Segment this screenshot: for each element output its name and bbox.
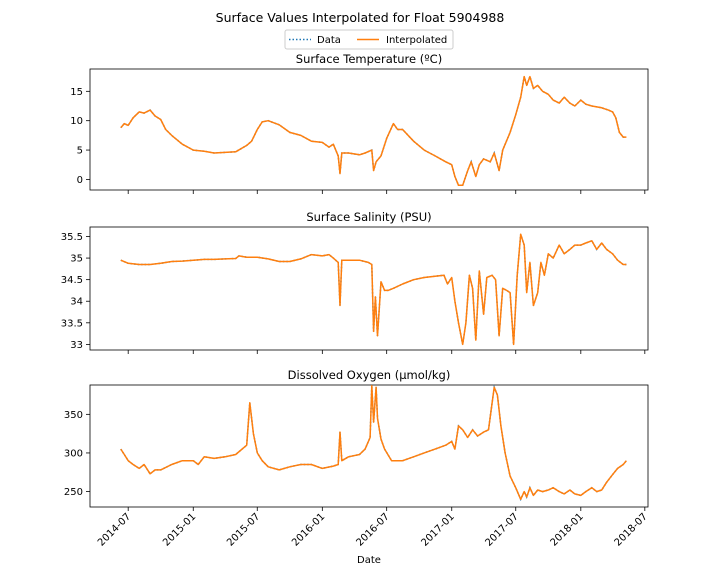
salinity-y-tick-label: 33 bbox=[70, 340, 83, 351]
legend: Data Interpolated bbox=[284, 29, 454, 50]
x-tick-label: 2016-01 bbox=[290, 511, 327, 548]
x-tick-label: 2018-07 bbox=[613, 511, 650, 548]
temperature-y-tick-label: 15 bbox=[70, 87, 83, 98]
oxygen-axes-frame bbox=[89, 384, 649, 508]
salinity-y-tick-label: 35 bbox=[70, 254, 83, 265]
oxygen-interpolated-line bbox=[120, 385, 627, 501]
x-tick-label: 2016-07 bbox=[354, 511, 391, 548]
legend-interpolated-label: Interpolated bbox=[386, 35, 447, 46]
temperature-y-tick-label: 0 bbox=[77, 175, 83, 186]
oxygen-data-line bbox=[120, 384, 627, 502]
figure-title: Surface Values Interpolated for Float 59… bbox=[216, 10, 505, 25]
legend-data-label: Data bbox=[317, 35, 341, 46]
salinity-y-tick-label: 34.5 bbox=[61, 275, 83, 286]
oxygen-panel: Dissolved Oxygen (µmol/kg) 250 300 350 2014-… bbox=[64, 368, 650, 549]
salinity-panel-title: Surface Salinity (PSU) bbox=[306, 210, 431, 224]
salinity-y-tick-label: 35.5 bbox=[61, 232, 83, 243]
temperature-y-tick-label: 10 bbox=[70, 116, 83, 127]
x-tick-label: 2015-07 bbox=[225, 511, 262, 548]
temperature-panel: Surface Temperature (ºC) 0 5 10 15 bbox=[70, 52, 649, 194]
oxygen-y-tick-label: 350 bbox=[64, 410, 83, 421]
temperature-y-tick-label: 5 bbox=[77, 146, 83, 157]
x-tick-label: 2018-01 bbox=[549, 511, 586, 548]
oxygen-y-tick-label: 250 bbox=[64, 487, 83, 498]
x-tick-label: 2017-07 bbox=[484, 511, 521, 548]
x-tick-label: 2014-07 bbox=[96, 511, 133, 548]
salinity-y-tick-label: 34 bbox=[70, 297, 83, 308]
x-axis-label: Date bbox=[357, 555, 381, 566]
salinity-y-tick-label: 33.5 bbox=[61, 318, 83, 329]
salinity-interpolated-line bbox=[120, 233, 627, 346]
temperature-interpolated-line bbox=[120, 75, 627, 187]
oxygen-panel-title: Dissolved Oxygen (µmol/kg) bbox=[288, 368, 451, 382]
temperature-axes-frame bbox=[89, 68, 649, 191]
x-tick-label: 2015-01 bbox=[161, 511, 198, 548]
x-tick-label: 2017-01 bbox=[420, 511, 457, 548]
temperature-panel-title: Surface Temperature (ºC) bbox=[296, 52, 442, 66]
oxygen-y-tick-label: 300 bbox=[64, 448, 83, 459]
salinity-axes-frame bbox=[89, 226, 649, 351]
salinity-panel: Surface Salinity (PSU) 33 33.5 34 34.5 35 35.5 bbox=[61, 210, 649, 354]
